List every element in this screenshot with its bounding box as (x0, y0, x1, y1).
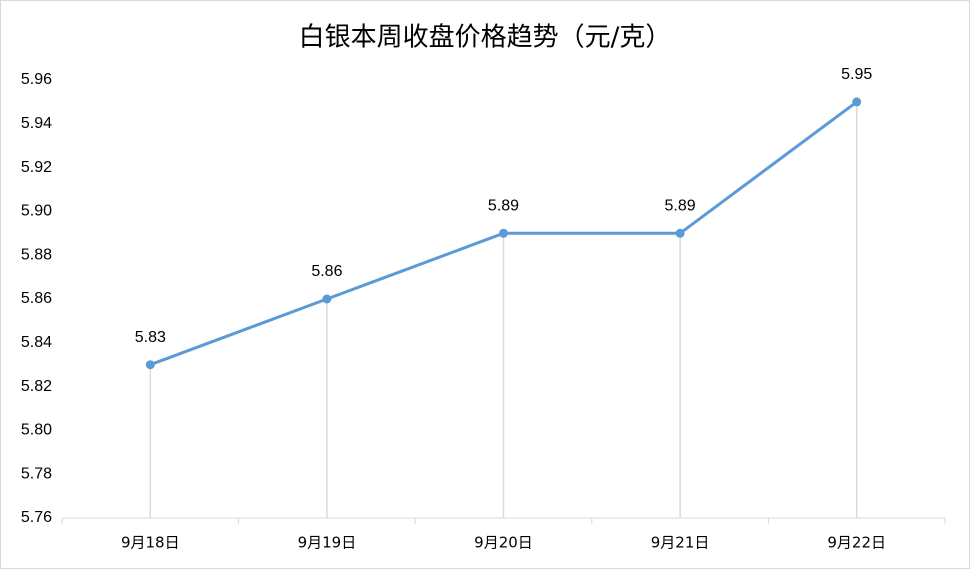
chart-title: 白银本周收盘价格趋势（元/克） (299, 23, 672, 53)
data-label: 5.86 (311, 263, 342, 280)
y-tick-label: 5.78 (21, 465, 52, 482)
data-label: 5.95 (841, 66, 872, 83)
y-tick-label: 5.80 (21, 422, 52, 439)
y-tick-label: 5.88 (21, 246, 52, 263)
x-tick-label: 9月20日 (474, 534, 533, 552)
x-tick-label: 9月22日 (827, 534, 886, 552)
y-tick-label: 5.90 (21, 203, 52, 220)
data-label: 5.89 (665, 198, 696, 215)
data-point (145, 360, 155, 370)
x-tick-label: 9月21日 (651, 534, 710, 552)
y-tick-label: 5.82 (21, 378, 52, 395)
data-label: 5.89 (488, 198, 519, 215)
data-point (675, 228, 685, 238)
data-point (852, 97, 862, 107)
data-point (322, 294, 332, 304)
y-tick-label: 5.86 (21, 290, 52, 307)
y-tick-label: 5.94 (21, 115, 52, 132)
y-tick-label: 5.92 (21, 159, 52, 176)
data-label: 5.83 (135, 329, 166, 346)
x-tick-label: 9月19日 (298, 534, 357, 552)
x-tick-label: 9月18日 (121, 534, 180, 552)
y-tick-label: 5.76 (21, 509, 52, 526)
y-tick-label: 5.96 (21, 71, 52, 88)
data-point (499, 228, 508, 238)
y-tick-label: 5.84 (21, 334, 52, 351)
